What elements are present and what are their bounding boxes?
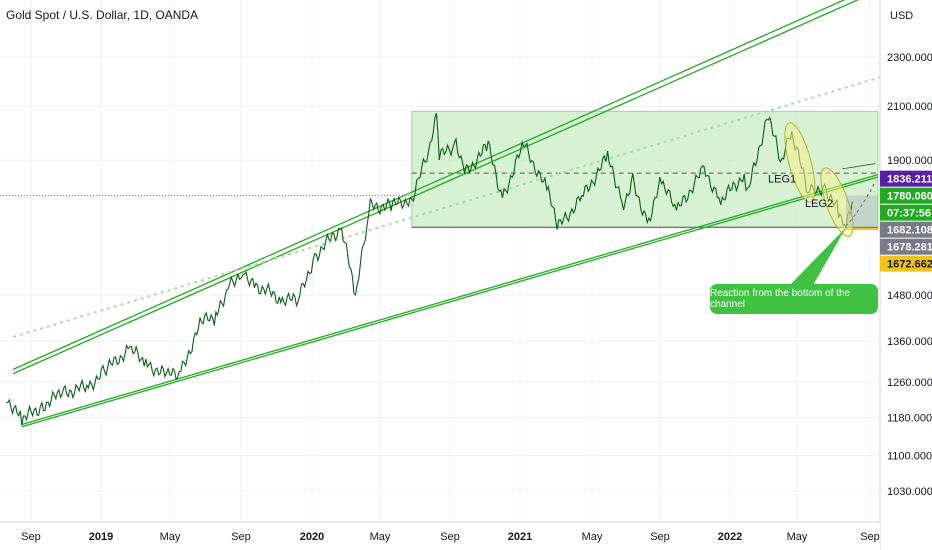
- y-tick-label: 1900.000: [887, 155, 932, 167]
- y-tick-label: 2100.000: [887, 101, 932, 113]
- x-axis-panel: [0, 522, 880, 550]
- x-tick-label: Sep: [860, 531, 880, 543]
- callout-pointer: [788, 227, 846, 287]
- x-tick-label: Sep: [650, 531, 670, 543]
- x-tick-label: May: [160, 531, 181, 543]
- y-axis-panel: [880, 0, 932, 550]
- chart-title: Gold Spot / U.S. Dollar, 1D, OANDA: [6, 8, 199, 22]
- projection-curve: [845, 180, 877, 227]
- leg2-ellipse: [820, 167, 854, 237]
- price-tag-bg: [880, 170, 932, 187]
- y-tick-label: 1180.000: [887, 413, 932, 425]
- channel-lower-line: [21, 173, 879, 426]
- price-line: [6, 113, 853, 426]
- x-tick-label: May: [787, 531, 808, 543]
- x-tick-label: Sep: [231, 531, 251, 543]
- price-tag-bg: [880, 221, 932, 238]
- leg1-label: LEG1: [768, 174, 796, 186]
- x-tick-label: May: [582, 531, 603, 543]
- annotation-callout: Reaction from the bottom of the channel: [710, 284, 878, 314]
- trend-segment: [842, 163, 876, 170]
- channel-midline: [12, 72, 893, 338]
- y-tick-label: 1030.000: [887, 486, 932, 498]
- price-tag-bg: [880, 238, 932, 255]
- channel-lower-line: [21, 176, 879, 428]
- price-tag-bg: [880, 255, 932, 272]
- leg2-label: LEG2: [805, 198, 833, 210]
- channel-upper-line: [12, 0, 860, 375]
- price-tag-label: 1780.060: [887, 191, 932, 203]
- price-series-layer: [6, 113, 853, 426]
- x-tick-label: Sep: [440, 531, 460, 543]
- y-tick-label: 1260.000: [887, 377, 932, 389]
- projection-box: [845, 195, 878, 227]
- x-tick-label: 2019: [89, 531, 113, 543]
- price-tags-layer: 1836.211 1780.060 07:37:56 1682.108 1678.281…: [880, 170, 932, 272]
- x-tick-label: May: [370, 531, 391, 543]
- y-tick-label: 2300.000: [887, 52, 932, 64]
- currency-label: USD: [890, 10, 913, 22]
- x-tick-label: 2021: [508, 531, 532, 543]
- price-tag-label: 1678.281: [887, 242, 932, 254]
- price-tag-label: 1836.211: [887, 174, 932, 186]
- price-tag-label: 1682.108: [887, 225, 932, 237]
- y-tick-label: 1360.000: [887, 336, 932, 348]
- grid: [0, 0, 878, 522]
- channel-upper-line: [12, 0, 846, 370]
- price-tag-label: 07:37:56: [887, 208, 931, 220]
- annotation-layer: LEG1 LEG2: [768, 122, 878, 287]
- channel-layer: [12, 0, 893, 428]
- price-tag-bg: [880, 187, 932, 204]
- y-tick-label: 1480.000: [887, 290, 932, 302]
- leg1-ellipse: [784, 122, 816, 203]
- price-tag-label: 1672.662: [887, 259, 932, 271]
- x-tick-label: Sep: [21, 531, 41, 543]
- x-tick-label: 2022: [718, 531, 742, 543]
- x-tick-label: 2020: [300, 531, 324, 543]
- price-tag-bg: [880, 204, 932, 221]
- y-tick-label: 1100.000: [887, 450, 932, 462]
- range-box-layer: [0, 110, 879, 231]
